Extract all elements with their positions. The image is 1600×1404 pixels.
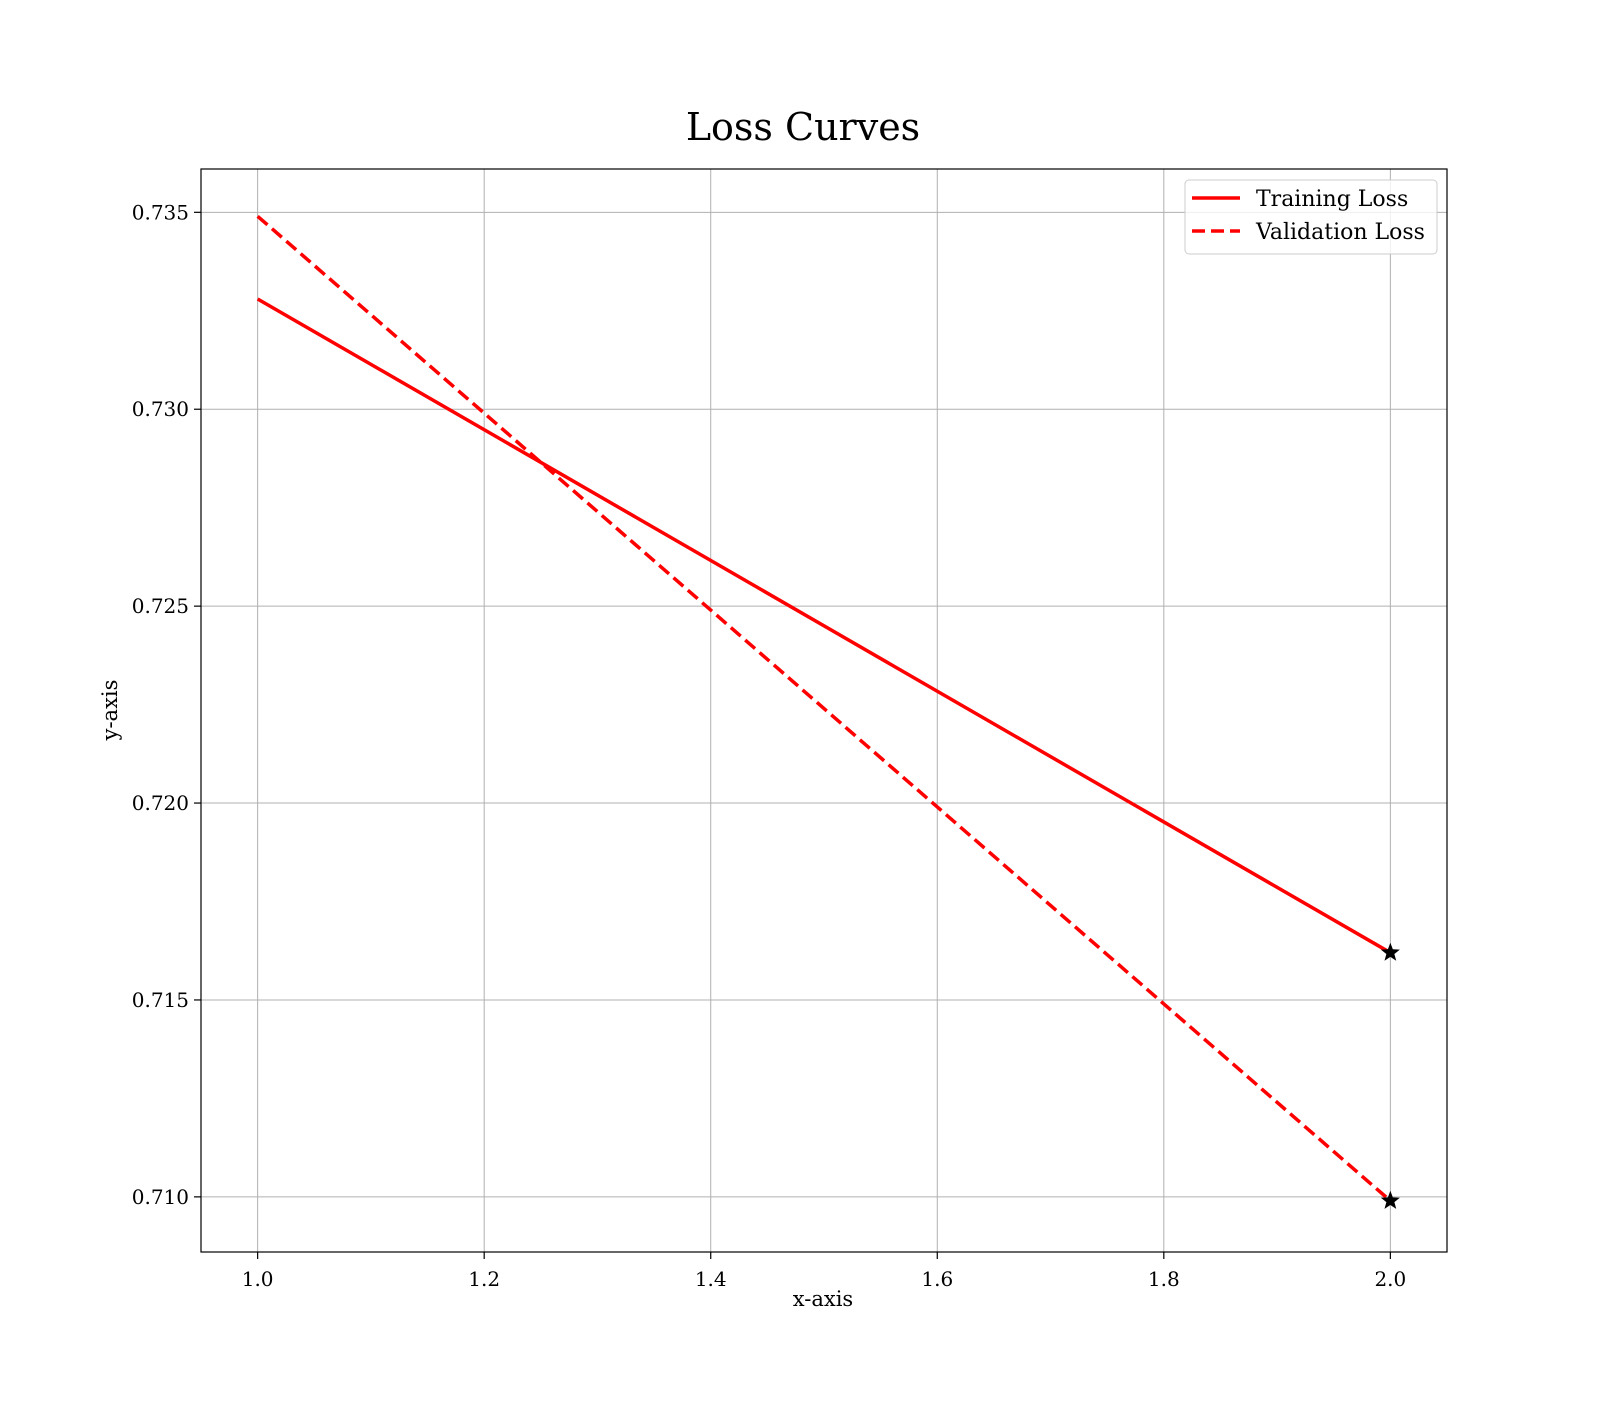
y-axis-label: y-axis — [98, 680, 122, 742]
x-tick-label: 1.0 — [242, 1267, 274, 1291]
x-axis-label: x-axis — [793, 1287, 853, 1311]
x-tick-label: 1.6 — [921, 1267, 953, 1291]
series-line-training-loss — [256, 297, 1392, 955]
y-tick-label: 0.730 — [132, 397, 189, 421]
x-tick-label: 2.0 — [1374, 1267, 1406, 1291]
y-tick-label: 0.710 — [132, 1185, 189, 1209]
x-tick-label: 1.2 — [468, 1267, 500, 1291]
y-tick-label: 0.715 — [132, 988, 189, 1012]
x-axis-ticks: 1.0 1.2 1.4 1.6 1.8 2.0 — [242, 1252, 1406, 1291]
end-markers — [1380, 942, 1400, 1209]
end-marker-training-loss — [1380, 942, 1400, 961]
plot-frame — [200, 168, 1448, 1253]
chart-title: Loss Curves — [686, 105, 920, 149]
x-tick-label: 1.8 — [1148, 1267, 1180, 1291]
series-line-validation-loss — [256, 214, 1392, 1203]
x-tick-label: 1.4 — [695, 1267, 727, 1291]
legend-label-training-loss: Training Loss — [1256, 187, 1408, 212]
legend-label-validation-loss: Validation Loss — [1255, 220, 1425, 245]
y-tick-label: 0.720 — [132, 791, 189, 815]
y-tick-label: 0.735 — [132, 200, 189, 224]
legend: Training Loss Validation Loss — [1184, 179, 1438, 255]
y-tick-label: 0.725 — [132, 594, 189, 618]
end-marker-validation-loss — [1380, 1190, 1400, 1209]
grid — [201, 169, 1447, 1252]
y-axis-ticks: 0.710 0.715 0.720 0.725 0.730 0.735 — [132, 200, 201, 1209]
legend-box — [1184, 179, 1438, 255]
series-lines — [256, 214, 1392, 1203]
